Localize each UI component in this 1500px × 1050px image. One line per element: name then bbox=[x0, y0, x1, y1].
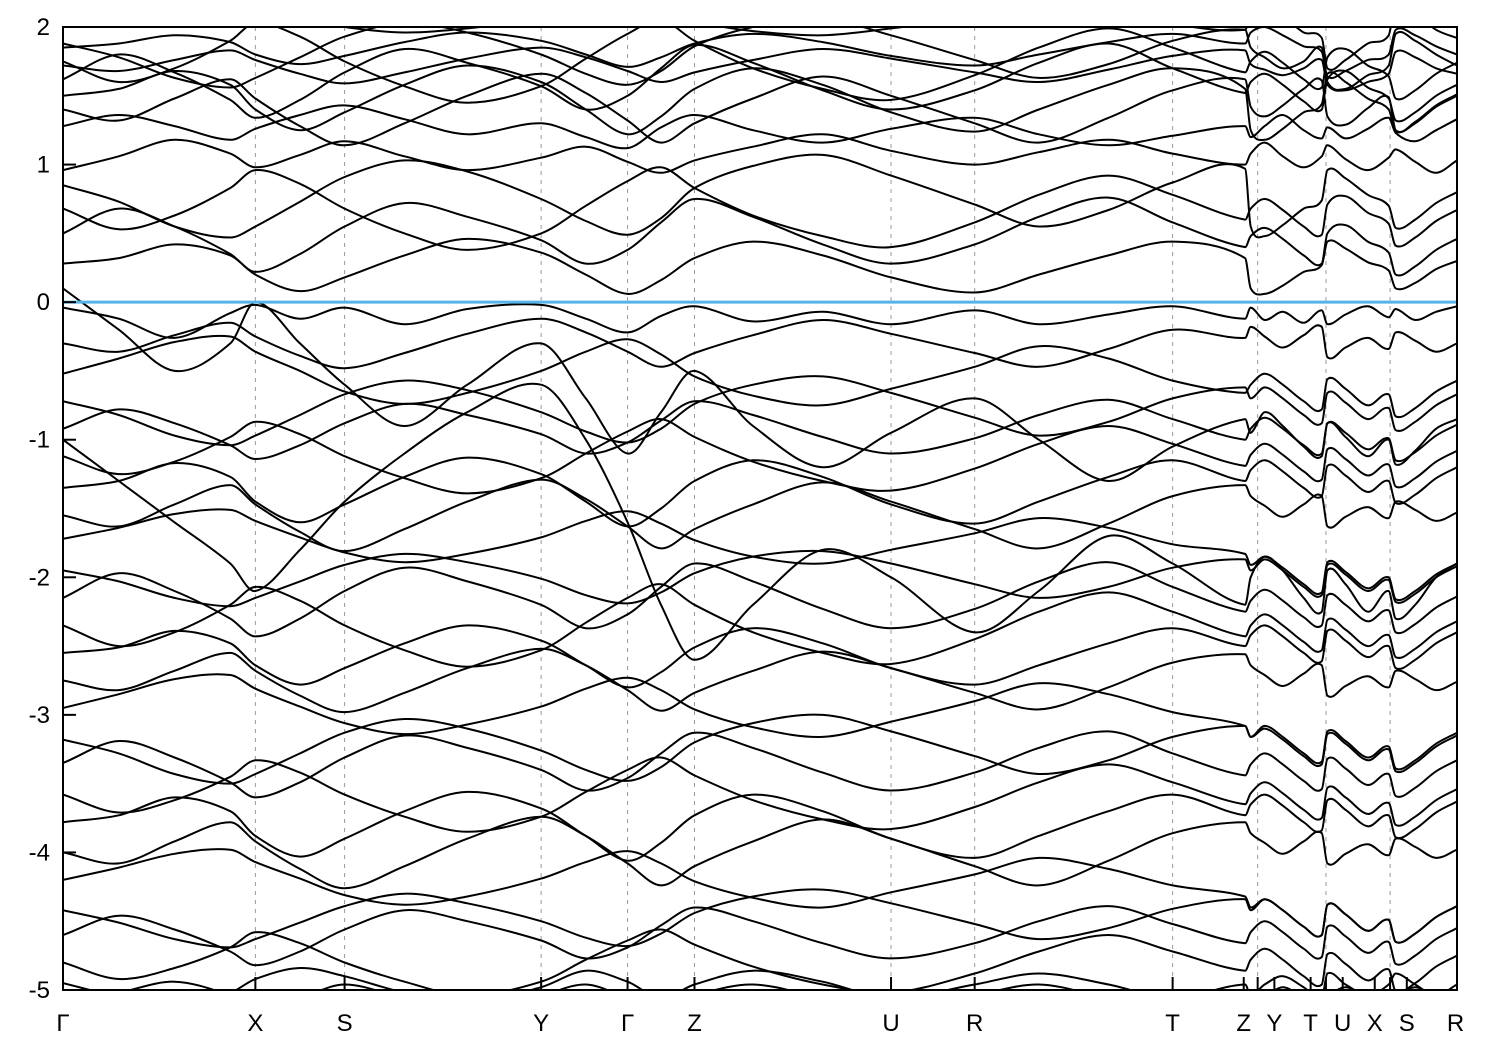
band-curve bbox=[63, 104, 1457, 150]
y-tick-label: -2 bbox=[29, 564, 50, 591]
kpoint-label: T bbox=[1165, 1010, 1180, 1037]
band-curve bbox=[63, 64, 1457, 142]
kpoint-label: X bbox=[247, 1010, 263, 1037]
band-curve bbox=[63, 317, 1457, 370]
band-curve bbox=[63, 888, 1457, 949]
band-curve bbox=[63, 287, 1457, 483]
band-curve bbox=[63, 790, 1457, 862]
kpoint-label: X bbox=[1367, 1010, 1383, 1037]
y-axis-labels: 2 1 0 -1 -2 -3 -4 -5 bbox=[29, 14, 50, 1004]
band-curve bbox=[63, 133, 1457, 174]
band-curve bbox=[126, 980, 1426, 990]
kpoint-label: Γ bbox=[56, 1010, 69, 1037]
kpoint-label: Y bbox=[533, 1010, 549, 1037]
kpoint-label: R bbox=[1447, 1010, 1464, 1037]
band-curve bbox=[63, 46, 1457, 92]
band-curve bbox=[63, 237, 1457, 296]
kpoint-label: Γ bbox=[621, 1010, 634, 1037]
y-tick-label: 1 bbox=[37, 152, 50, 179]
band-curve bbox=[63, 196, 1457, 277]
kpoint-label: U bbox=[1334, 1010, 1351, 1037]
band-curve bbox=[63, 418, 1457, 495]
y-tick-label: 2 bbox=[37, 14, 50, 41]
band-curve bbox=[63, 561, 1457, 638]
band-curve bbox=[63, 27, 1457, 80]
y-tick-label: -1 bbox=[29, 427, 50, 454]
band-curve bbox=[63, 398, 1457, 463]
kpoint-label: S bbox=[1399, 1010, 1415, 1037]
y-tick-label: -3 bbox=[29, 702, 50, 729]
gridlines bbox=[254, 27, 1391, 990]
band-curve bbox=[63, 583, 1457, 668]
band-curve bbox=[63, 42, 1457, 123]
band-curve bbox=[63, 478, 1457, 553]
y-tick-label: -4 bbox=[29, 839, 50, 866]
kpoint-label: U bbox=[882, 1010, 899, 1037]
y-tick-label: 0 bbox=[37, 289, 50, 316]
y-tick-label: -5 bbox=[29, 977, 50, 1004]
bands-layer bbox=[63, 27, 1457, 990]
band-curve bbox=[63, 549, 1457, 608]
band-curve bbox=[337, 27, 1457, 71]
band-curve bbox=[63, 624, 1457, 689]
band-curve bbox=[63, 382, 1457, 661]
band-curve bbox=[63, 713, 1457, 785]
band-curve bbox=[63, 303, 1457, 339]
kpoint-label: Y bbox=[1266, 1010, 1282, 1037]
band-curve bbox=[63, 928, 1457, 990]
band-curve bbox=[63, 966, 1457, 990]
band-curve bbox=[63, 27, 1457, 91]
band-curve bbox=[63, 456, 1457, 528]
band-curve bbox=[63, 375, 1457, 447]
kpoint-label: Z bbox=[687, 1010, 702, 1037]
band-curve bbox=[63, 72, 1457, 147]
band-curve bbox=[63, 815, 1457, 890]
band-curve bbox=[63, 508, 1457, 602]
band-curve bbox=[63, 647, 1457, 714]
band-curve bbox=[63, 905, 1457, 967]
tick-marks bbox=[64, 26, 1408, 991]
kpoint-label: S bbox=[337, 1010, 353, 1037]
kpoint-label: T bbox=[1303, 1010, 1318, 1037]
band-curve bbox=[63, 166, 1457, 251]
plot-frame bbox=[62, 26, 1458, 991]
band-curve bbox=[63, 673, 1457, 774]
band-curve bbox=[63, 334, 1457, 419]
kpoint-label: Z bbox=[1236, 1010, 1251, 1037]
band-curve bbox=[63, 756, 1457, 833]
band-curve bbox=[63, 153, 1457, 239]
band-curve bbox=[63, 730, 1457, 799]
band-curve bbox=[63, 27, 1457, 104]
kpoint-label: R bbox=[966, 1010, 983, 1037]
